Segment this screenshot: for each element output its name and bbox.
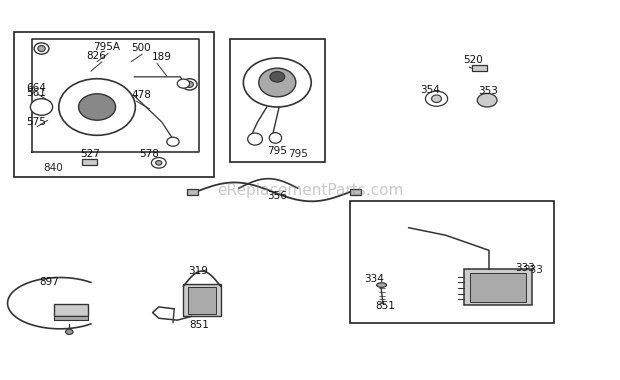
Ellipse shape bbox=[182, 79, 197, 90]
Bar bbox=[54, 304, 88, 317]
Bar bbox=[350, 201, 554, 323]
Bar bbox=[184, 284, 221, 317]
Text: 354: 354 bbox=[420, 85, 440, 95]
Ellipse shape bbox=[432, 95, 441, 103]
Text: 189: 189 bbox=[151, 52, 171, 62]
Ellipse shape bbox=[243, 58, 311, 107]
Ellipse shape bbox=[151, 158, 166, 168]
Bar bbox=[472, 65, 487, 71]
Bar bbox=[230, 39, 326, 162]
Bar bbox=[464, 269, 532, 305]
Ellipse shape bbox=[425, 91, 448, 106]
Ellipse shape bbox=[38, 46, 45, 52]
Ellipse shape bbox=[186, 81, 193, 87]
Ellipse shape bbox=[377, 283, 386, 287]
Bar bbox=[54, 316, 88, 320]
Bar bbox=[82, 159, 97, 165]
Text: 356: 356 bbox=[267, 191, 286, 201]
Ellipse shape bbox=[259, 68, 296, 97]
Text: 664: 664 bbox=[26, 83, 46, 93]
Text: 333: 333 bbox=[523, 265, 543, 275]
Ellipse shape bbox=[66, 329, 73, 334]
Text: 840: 840 bbox=[43, 163, 63, 173]
Ellipse shape bbox=[177, 79, 190, 88]
Text: 333: 333 bbox=[515, 263, 535, 273]
Text: 527: 527 bbox=[81, 149, 100, 159]
Bar bbox=[14, 32, 215, 177]
Ellipse shape bbox=[156, 161, 162, 165]
Ellipse shape bbox=[79, 94, 115, 120]
Text: 851: 851 bbox=[190, 320, 210, 330]
Text: 795A: 795A bbox=[93, 42, 120, 52]
Text: 478: 478 bbox=[131, 90, 151, 100]
Text: 334: 334 bbox=[364, 274, 384, 283]
Text: 826: 826 bbox=[87, 51, 107, 61]
Ellipse shape bbox=[59, 79, 135, 135]
Text: 500: 500 bbox=[131, 43, 151, 54]
Ellipse shape bbox=[167, 137, 179, 146]
Ellipse shape bbox=[269, 133, 281, 143]
Ellipse shape bbox=[247, 133, 262, 145]
Text: 520: 520 bbox=[463, 55, 483, 65]
Text: 795: 795 bbox=[267, 146, 286, 156]
Bar bbox=[188, 287, 216, 314]
Text: 851: 851 bbox=[375, 301, 395, 312]
Text: 319: 319 bbox=[188, 266, 208, 276]
Ellipse shape bbox=[34, 43, 49, 54]
Text: 575: 575 bbox=[26, 117, 46, 127]
Text: 795: 795 bbox=[288, 149, 308, 159]
Bar bbox=[187, 189, 198, 195]
Bar bbox=[350, 189, 361, 195]
Text: 897: 897 bbox=[40, 277, 60, 287]
Text: 578: 578 bbox=[139, 149, 159, 159]
Text: 353: 353 bbox=[478, 86, 498, 97]
Text: eReplacementParts.com: eReplacementParts.com bbox=[217, 182, 403, 198]
Ellipse shape bbox=[30, 99, 53, 115]
Text: 561: 561 bbox=[26, 88, 46, 98]
Ellipse shape bbox=[477, 93, 497, 107]
Ellipse shape bbox=[270, 71, 285, 82]
Bar bbox=[471, 273, 526, 302]
